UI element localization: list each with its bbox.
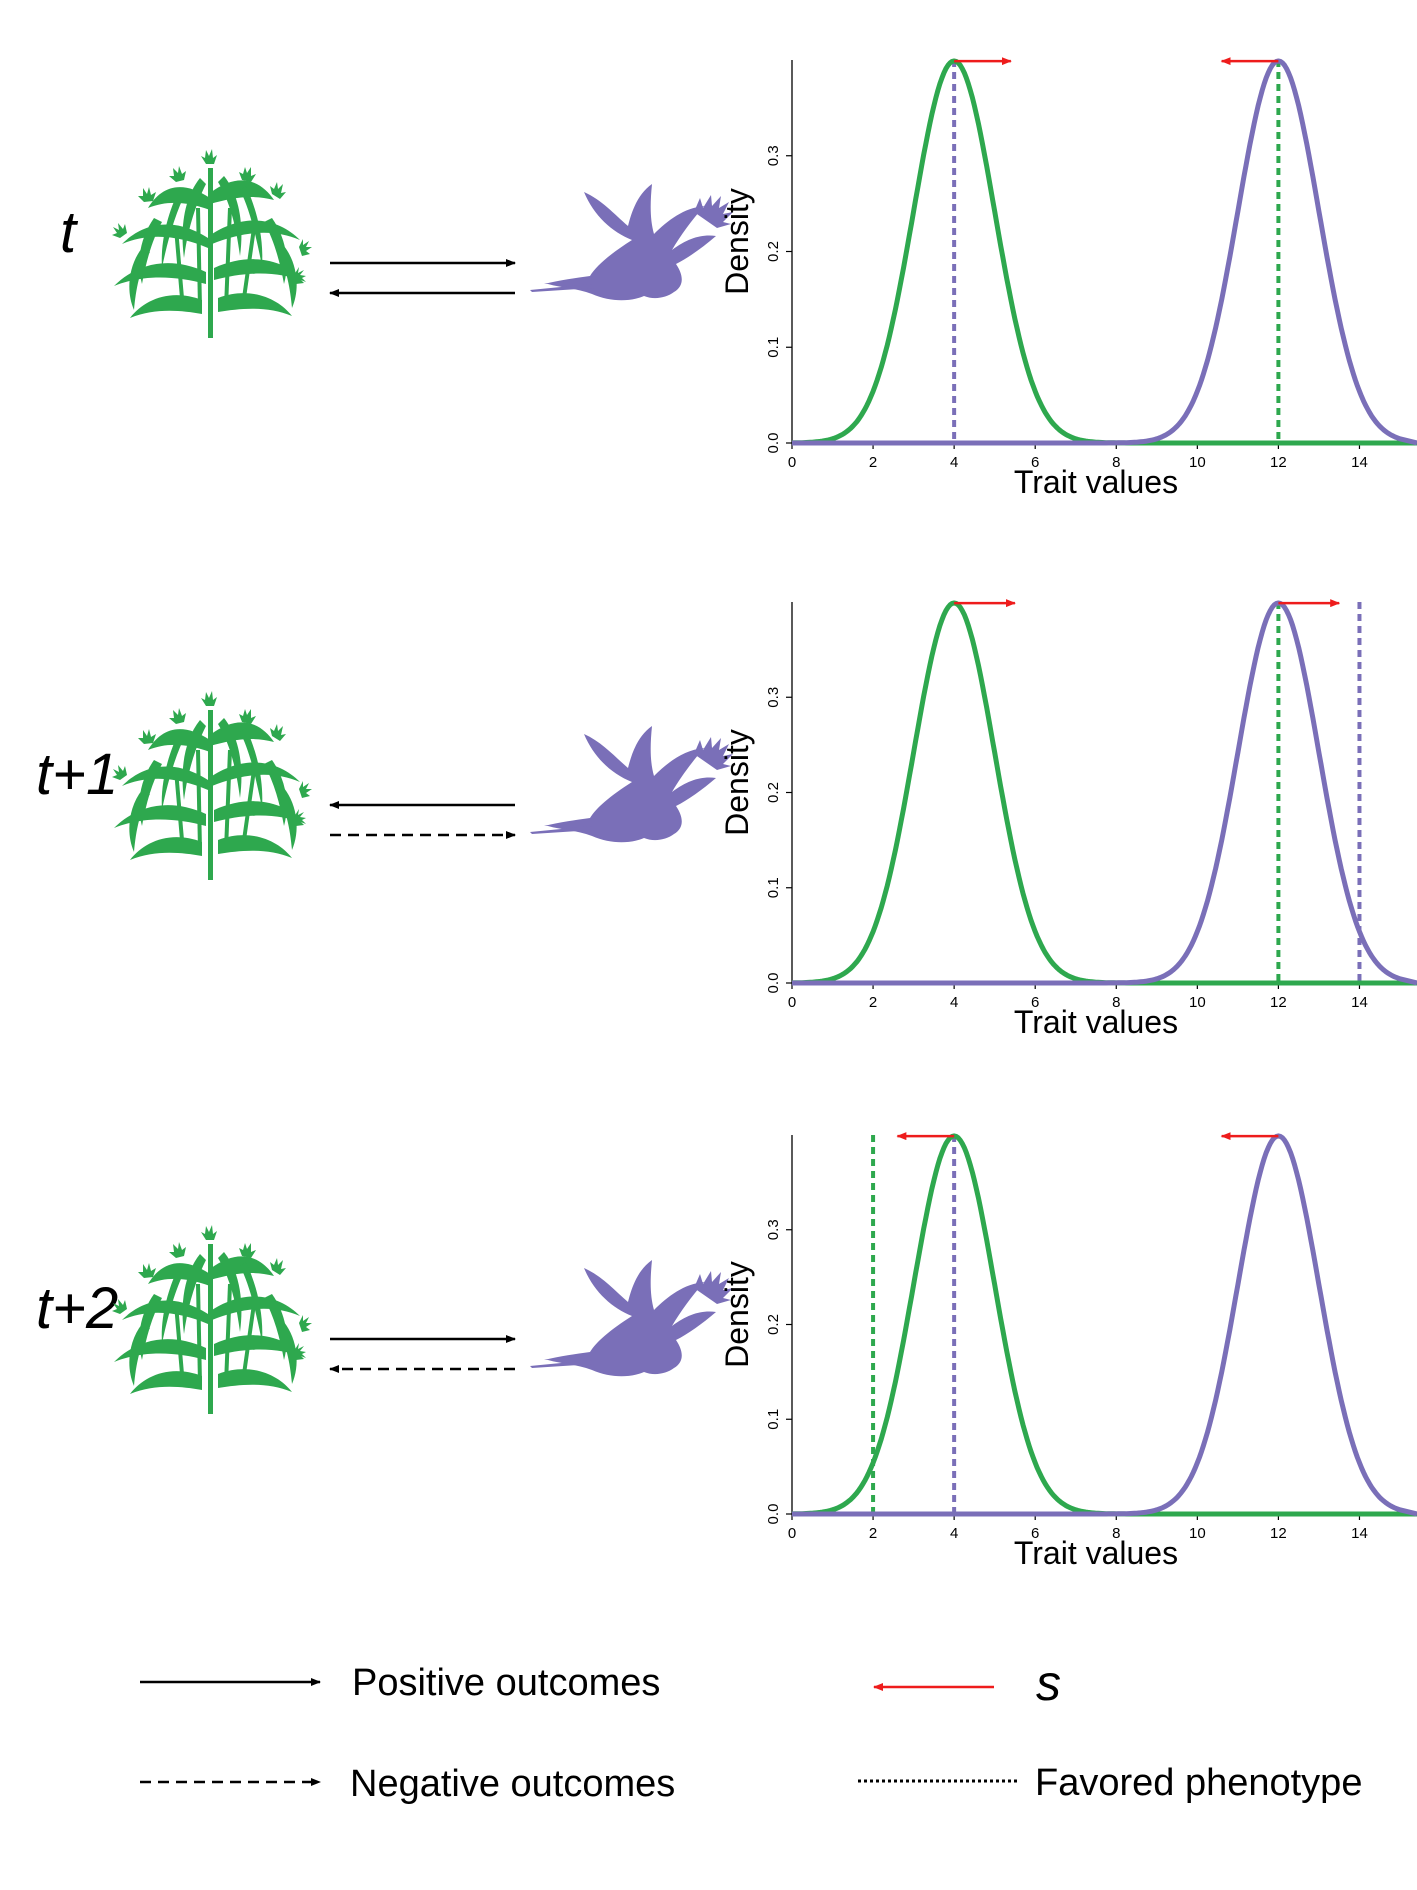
y-tick-label: 0.3: [765, 145, 782, 166]
interaction-row: t+2: [36, 1225, 733, 1414]
y-tick-label: 0.1: [765, 337, 782, 358]
x-tick-label: 0: [788, 454, 796, 471]
density-curve: [791, 1133, 1417, 1517]
interaction-row: t: [60, 149, 733, 338]
x-tick-label: 4: [950, 454, 958, 471]
density-curve: [791, 58, 1417, 446]
interaction-row: t+1: [36, 691, 733, 880]
bird-icon: [530, 1260, 733, 1377]
plant-icon: [112, 149, 312, 338]
y-tick-label: 0.2: [765, 782, 782, 803]
y-axis-title: Density: [719, 729, 755, 836]
x-tick-label: 0: [788, 1525, 796, 1542]
x-tick-label: 14: [1351, 454, 1368, 471]
time-step-label: t+1: [36, 742, 118, 807]
legend-s-label: s: [1036, 1655, 1061, 1711]
x-tick-label: 8: [1112, 994, 1120, 1011]
x-axis-title: Trait values: [1014, 464, 1178, 500]
legend-positive-key: Positive outcomes: [140, 1662, 660, 1704]
x-tick-label: 2: [869, 454, 877, 471]
x-tick-label: 10: [1189, 1525, 1206, 1542]
x-tick-label: 4: [950, 994, 958, 1011]
y-tick-label: 0.3: [765, 687, 782, 708]
time-step-label: t: [60, 200, 79, 265]
x-axis-title: Trait values: [1014, 1535, 1178, 1571]
y-tick-label: 0.3: [765, 1219, 782, 1240]
x-tick-label: 6: [1031, 994, 1039, 1011]
legend-favored-label: Favored phenotype: [1035, 1762, 1362, 1804]
x-tick-label: 4: [950, 1525, 958, 1542]
y-tick-label: 0.0: [765, 973, 782, 994]
density-curve: [791, 600, 1417, 986]
density-curve: [791, 600, 1417, 986]
y-tick-label: 0.1: [765, 877, 782, 898]
x-axis-title: Trait values: [1014, 1004, 1178, 1040]
legend-s-key: s: [873, 1655, 1061, 1711]
density-chart: 0 2 4 6 8 10 12 14 0.0 0.1 0.2 0.3 Trait values Densi…: [719, 57, 1417, 500]
plant-icon: [112, 691, 312, 880]
density-curve: [791, 1133, 1417, 1517]
x-tick-label: 12: [1270, 994, 1287, 1011]
x-tick-label: 6: [1031, 1525, 1039, 1542]
bird-icon: [530, 726, 733, 843]
x-tick-label: 10: [1189, 994, 1206, 1011]
legend-positive-label: Positive outcomes: [352, 1662, 660, 1704]
density-chart: 0 2 4 6 8 10 12 14 0.0 0.1 0.2 0.3 Trait values Densi…: [719, 599, 1417, 1040]
y-tick-label: 0.2: [765, 241, 782, 262]
legend: Positive outcomes Negative outcomes s Fa…: [140, 1655, 1362, 1805]
x-tick-label: 12: [1270, 1525, 1287, 1542]
x-tick-label: 0: [788, 994, 796, 1011]
y-axis-title: Density: [719, 1261, 755, 1368]
x-tick-label: 2: [869, 994, 877, 1011]
x-tick-label: 12: [1270, 454, 1287, 471]
x-tick-label: 8: [1112, 1525, 1120, 1542]
time-step-label: t+2: [36, 1276, 118, 1341]
density-chart: 0 2 4 6 8 10 12 14 0.0 0.1 0.2 0.3 Trait values Densi…: [719, 1132, 1417, 1571]
x-tick-label: 14: [1351, 1525, 1368, 1542]
density-charts: 0 2 4 6 8 10 12 14 0.0 0.1 0.2 0.3 Trait values Densi…: [719, 57, 1417, 1571]
plant-icon: [112, 1225, 312, 1414]
bird-icon: [530, 184, 733, 301]
x-tick-label: 10: [1189, 454, 1206, 471]
y-tick-label: 0.0: [765, 433, 782, 454]
y-tick-label: 0.2: [765, 1314, 782, 1335]
x-tick-label: 14: [1351, 994, 1368, 1011]
x-tick-label: 8: [1112, 454, 1120, 471]
legend-negative-key: Negative outcomes: [140, 1763, 675, 1805]
y-tick-label: 0.0: [765, 1504, 782, 1525]
y-tick-label: 0.1: [765, 1409, 782, 1430]
legend-negative-label: Negative outcomes: [350, 1763, 675, 1805]
legend-favored-key: Favored phenotype: [858, 1762, 1362, 1804]
x-tick-label: 2: [869, 1525, 877, 1542]
interaction-panels: t t+1 t+2: [36, 149, 733, 1414]
x-tick-label: 6: [1031, 454, 1039, 471]
y-axis-title: Density: [719, 188, 755, 295]
density-curve: [791, 58, 1417, 446]
